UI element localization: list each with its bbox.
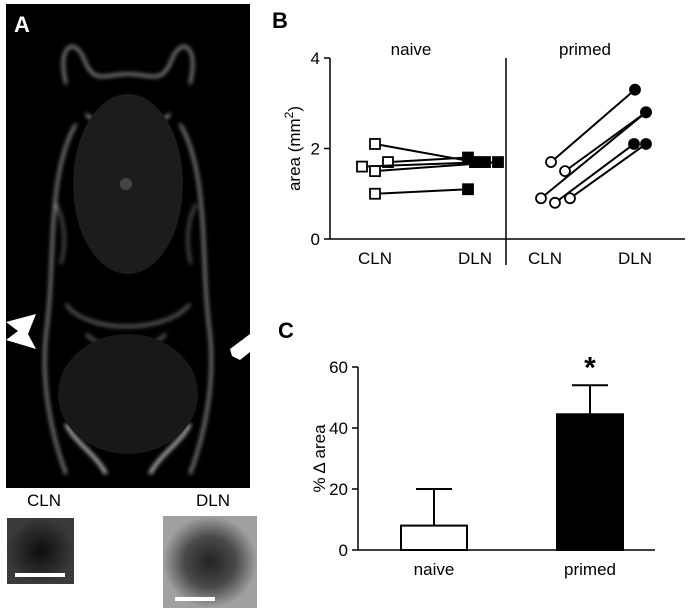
data-point: [369, 165, 381, 178]
data-point: [545, 156, 557, 168]
data-point: [549, 196, 561, 209]
x-tick-label: DLN: [618, 249, 652, 268]
pair-line: [374, 188, 469, 195]
data-point: [462, 183, 474, 196]
x-tick-label: CLN: [528, 249, 562, 268]
pair-line: [550, 88, 636, 163]
data-point: [559, 165, 571, 178]
right-arrowhead-icon: [230, 334, 250, 360]
cln-inset-drawing: [7, 518, 74, 584]
y-tick-label: 0: [311, 230, 320, 249]
inset-dln-label: DLN: [196, 491, 231, 510]
data-point: [356, 160, 368, 173]
inset-cln-label: CLN: [27, 491, 62, 510]
cln-inset-image: [7, 518, 74, 584]
y-tick-label: 20: [329, 480, 348, 499]
data-point: [640, 138, 652, 150]
bar-naive: [400, 524, 468, 552]
pair-line: [361, 161, 486, 168]
left-arrowhead-icon: [6, 314, 36, 349]
data-point: [564, 192, 576, 205]
x-tick-label: primed: [564, 560, 616, 579]
group-title-primed: primed: [559, 40, 611, 59]
data-point: [535, 192, 547, 205]
pair-line: [374, 161, 499, 173]
dln-inset-drawing: [163, 516, 257, 608]
data-point: [629, 83, 641, 96]
data-point: [640, 106, 652, 119]
y-tick-label: 0: [339, 541, 348, 560]
x-tick-label: DLN: [458, 249, 492, 268]
mri-body-drawing: [6, 45, 250, 475]
x-tick-label: CLN: [358, 249, 392, 268]
y-tick-label: 4: [311, 49, 320, 68]
data-point: [492, 156, 504, 168]
group-title-naive: naive: [391, 40, 432, 59]
data-point: [369, 138, 381, 150]
dln-inset-image: [163, 516, 257, 608]
data-point: [369, 187, 381, 200]
chart-c: 0 20 40 60 % Δ area naive primed *: [310, 351, 655, 579]
y-tick-label: 2: [311, 140, 320, 159]
data-point: [462, 151, 474, 164]
pair-line: [387, 156, 469, 164]
pair-line: [569, 143, 647, 200]
y-axis-label: area (mm2): [282, 106, 304, 191]
panel-c-letter: C: [278, 318, 294, 343]
panel-b-letter: B: [272, 8, 288, 33]
bar-primed: [556, 413, 624, 552]
pair-line: [540, 111, 647, 200]
y-axis-label: % Δ area: [310, 424, 329, 493]
y-tick-label: 40: [329, 419, 348, 438]
mri-image: [6, 4, 250, 488]
y-tick-label: 60: [329, 358, 348, 377]
panel-a-letter: A: [14, 12, 30, 37]
chart-b: 0 2 4 area (mm2) naive CLN DLN primed CLN DLN: [282, 40, 685, 268]
significance-annotation: *: [584, 351, 596, 384]
x-tick-label: naive: [414, 560, 455, 579]
data-point: [382, 156, 394, 168]
data-point: [628, 138, 640, 150]
